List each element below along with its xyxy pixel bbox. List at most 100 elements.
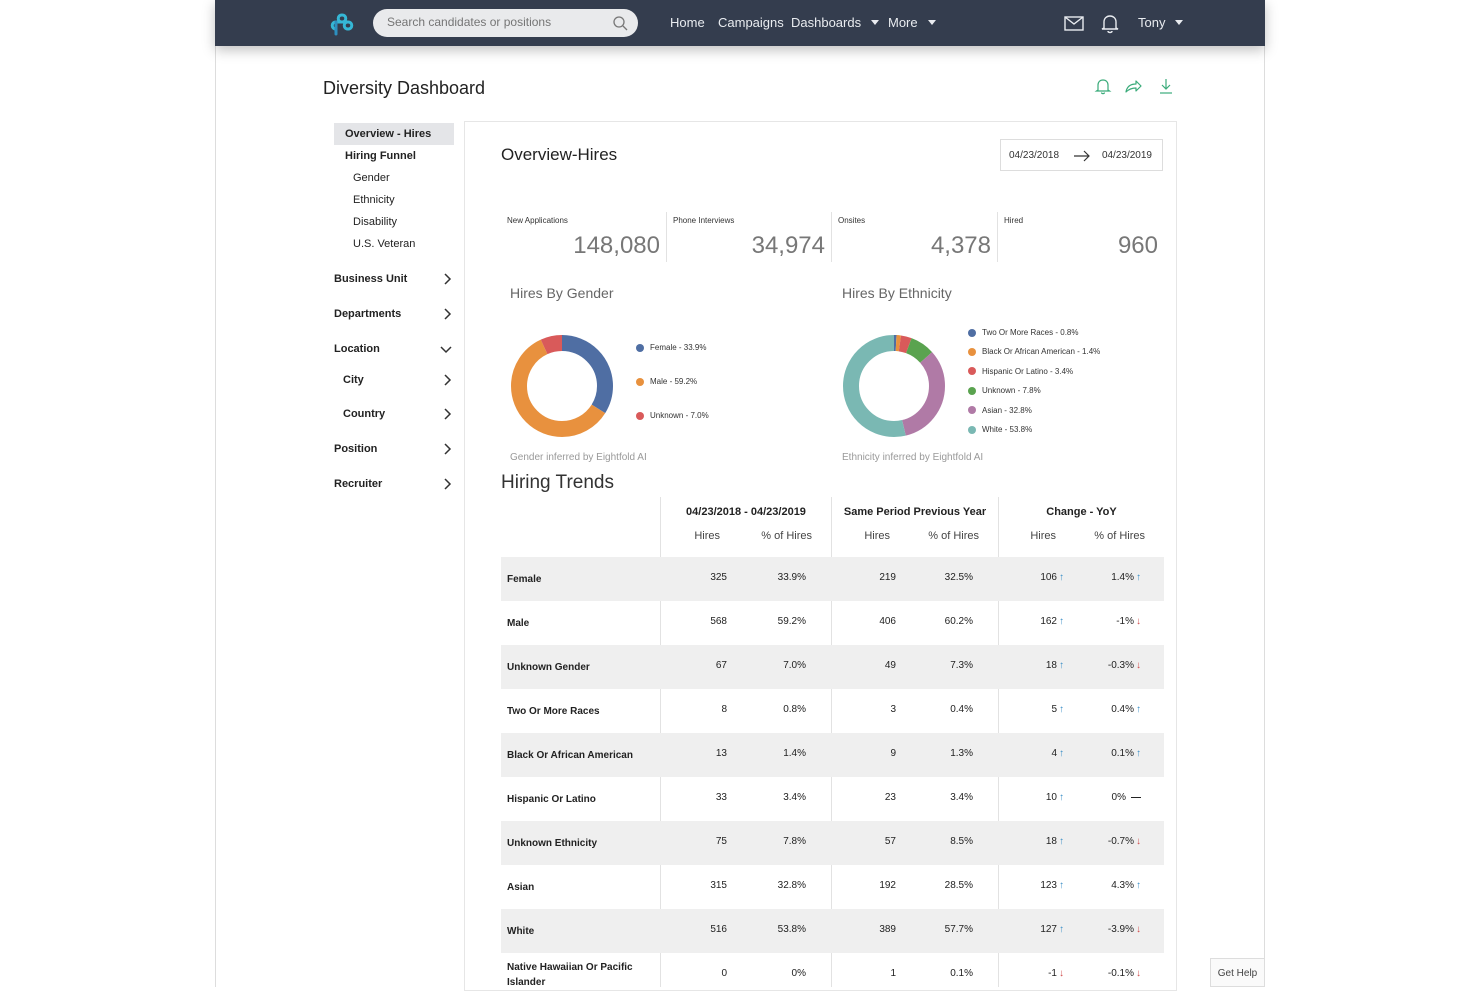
table-cell: 9 xyxy=(890,748,896,759)
change-value: 106 xyxy=(1040,572,1057,583)
table-cell: 67 xyxy=(715,660,727,671)
change-value: 18 xyxy=(1045,836,1057,847)
date-range-picker[interactable]: 04/23/2018 04/23/2019 xyxy=(1000,139,1163,171)
nav-campaigns[interactable]: Campaigns xyxy=(718,15,784,30)
no-change-icon: — xyxy=(1131,792,1141,803)
stat-hired: Hired 960 xyxy=(998,212,1164,262)
legend-swatch xyxy=(636,411,644,420)
row-label: Black Or African American xyxy=(507,750,633,761)
change-pct-cell: 0% — xyxy=(1112,792,1141,803)
nav-home-label: Home xyxy=(670,15,705,30)
chevron-down-icon xyxy=(1175,20,1184,25)
stat-phone-interviews: Phone Interviews 34,974 xyxy=(667,212,832,262)
table-cell: 32.8% xyxy=(777,880,806,891)
sidebar-item-city[interactable]: City xyxy=(334,369,454,391)
nav-home[interactable]: Home xyxy=(670,15,705,30)
search-icon[interactable] xyxy=(612,15,628,31)
table-cell: 33.9% xyxy=(777,572,806,583)
sidebar-item-country[interactable]: Country xyxy=(334,403,454,425)
change-hires-cell: 18 ↑ xyxy=(1046,660,1064,671)
legend-swatch xyxy=(968,367,976,376)
sidebar-item-departments[interactable]: Departments xyxy=(334,303,454,325)
arrow-up-icon: ↑ xyxy=(1059,748,1064,759)
legend-swatch xyxy=(968,328,976,337)
change-hires-cell: -1 ↓ xyxy=(1048,968,1064,979)
arrow-up-icon: ↑ xyxy=(1136,748,1141,759)
sidebar-item-label: U.S. Veteran xyxy=(353,238,416,250)
table-cell: 192 xyxy=(879,880,896,891)
sidebar-item-location[interactable]: Location xyxy=(334,338,454,360)
row-label: Hispanic Or Latino xyxy=(507,794,596,805)
table-cell: 7.0% xyxy=(783,660,806,671)
sidebar-item-label: Ethnicity xyxy=(353,194,395,206)
table-cell: 1 xyxy=(890,968,896,979)
ethnicity-legend: Two Or More Races - 0.8% Black Or African… xyxy=(968,328,1148,438)
sidebar-item-hiring-funnel[interactable]: Hiring Funnel xyxy=(334,145,454,167)
sidebar-item-gender[interactable]: Gender xyxy=(334,167,454,189)
gender-legend: Female - 33.9% Male - 59.2% Unknown - 7.0% xyxy=(636,343,756,423)
table-row: Unknown Gender 67 7.0% 49 7.3% 18 ↑ -0.3% ↓ xyxy=(501,645,1164,689)
table-cell: 33 xyxy=(715,792,727,803)
search-box[interactable] xyxy=(373,9,638,37)
change-hires-cell: 5 ↑ xyxy=(1051,704,1064,715)
subheader-pct-hires: % of Hires xyxy=(1094,530,1145,542)
arrow-up-icon: ↑ xyxy=(1059,660,1064,671)
table-cell: 28.5% xyxy=(944,880,973,891)
sidebar-item-disability[interactable]: Disability xyxy=(334,211,454,233)
arrow-down-icon: ↓ xyxy=(1136,660,1141,671)
bell-icon[interactable] xyxy=(1099,12,1121,34)
search-input[interactable] xyxy=(387,15,607,29)
get-help-button[interactable]: Get Help xyxy=(1210,958,1265,987)
sidebar-item-ethnicity[interactable]: Ethnicity xyxy=(334,189,454,211)
table-cell: 60.2% xyxy=(944,616,973,627)
ethnicity-legend-item: Two Or More Races - 0.8% xyxy=(968,328,1078,337)
chevron-right-icon xyxy=(444,478,452,490)
legend-label: Unknown - 7.0% xyxy=(650,411,709,420)
gender-slice xyxy=(511,335,613,437)
date-to: 04/23/2019 xyxy=(1101,150,1152,161)
table-cell: 1.4% xyxy=(783,748,806,759)
gender-legend-item: Male - 59.2% xyxy=(636,377,697,386)
stat-label: Phone Interviews xyxy=(673,216,735,225)
arrow-up-icon: ↑ xyxy=(1059,924,1064,935)
sidebar-item-label: Country xyxy=(343,408,386,420)
change-value: 5 xyxy=(1051,704,1057,715)
row-label: Asian xyxy=(507,882,535,893)
nav-more[interactable]: More xyxy=(888,15,936,30)
nav-dashboards[interactable]: Dashboards xyxy=(791,15,880,30)
legend-label: Hispanic Or Latino - 3.4% xyxy=(982,366,1074,376)
sidebar-item-label: Position xyxy=(334,443,378,455)
sidebar-item-us-veteran[interactable]: U.S. Veteran xyxy=(334,233,454,255)
table-cell: 7.8% xyxy=(783,836,806,847)
change-value: 127 xyxy=(1040,924,1057,935)
mail-icon[interactable] xyxy=(1063,12,1085,34)
arrow-up-icon: ↑ xyxy=(1059,880,1064,891)
table-cell: 53.8% xyxy=(777,924,806,935)
change-value: 0.1% xyxy=(1111,748,1134,759)
table-row: Female 325 33.9% 219 32.5% 106 ↑ 1.4% ↑ xyxy=(501,557,1164,601)
sidebar-item-position[interactable]: Position xyxy=(334,438,454,460)
sidebar-item-recruiter[interactable]: Recruiter xyxy=(334,473,454,495)
row-label: Native Hawaiian Or Pacific Islander xyxy=(507,962,633,988)
change-value: 123 xyxy=(1040,880,1057,891)
download-icon[interactable] xyxy=(1157,77,1175,95)
share-icon[interactable] xyxy=(1124,77,1142,95)
table-cell: 8.5% xyxy=(950,836,973,847)
change-pct-cell: -0.1% ↓ xyxy=(1108,968,1141,979)
table-cell: 3 xyxy=(890,704,896,715)
stat-label: New Applications xyxy=(507,216,568,225)
sidebar-item-label: Departments xyxy=(334,308,402,320)
chevron-down-icon xyxy=(871,20,880,25)
sidebar-item-label: Location xyxy=(334,343,380,355)
change-hires-cell: 10 ↑ xyxy=(1046,792,1064,803)
sidebar-item-overview-hires[interactable]: Overview - Hires xyxy=(334,123,454,145)
alert-bell-icon[interactable] xyxy=(1094,77,1112,95)
sidebar-item-label: Disability xyxy=(353,216,398,228)
arrow-down-icon: ↓ xyxy=(1136,616,1141,627)
user-menu[interactable]: Tony xyxy=(1138,15,1184,30)
sidebar-item-business-unit[interactable]: Business Unit xyxy=(334,268,454,290)
legend-label: Male - 59.2% xyxy=(650,377,698,386)
chevron-down-icon xyxy=(927,20,936,25)
eightfold-logo-icon[interactable] xyxy=(328,9,356,37)
table-cell: 0.1% xyxy=(950,968,973,979)
